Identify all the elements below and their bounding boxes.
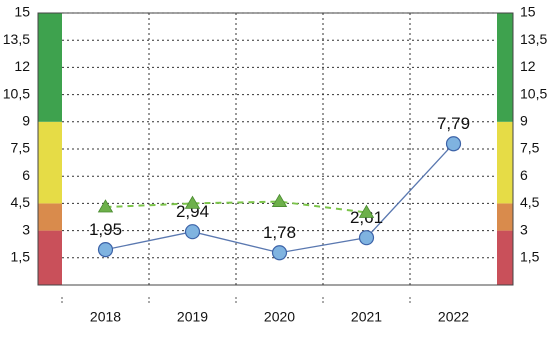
x-tick-label: 2022 bbox=[438, 309, 469, 325]
point bbox=[97, 242, 114, 258]
y-tick-label: 9 bbox=[22, 113, 30, 129]
y2-tick-label: 7,5 bbox=[520, 140, 540, 156]
band-left bbox=[38, 121, 62, 204]
x-tick-label: 2021 bbox=[351, 309, 382, 325]
value-label: 1,78 bbox=[263, 223, 296, 242]
y2-tick-label: 9 bbox=[520, 113, 528, 129]
band-left bbox=[38, 13, 62, 122]
y2-tick-label: 13,5 bbox=[520, 31, 547, 47]
y2-tick-label: 6 bbox=[520, 167, 528, 183]
y2-tick-label: 1,5 bbox=[520, 249, 540, 265]
point bbox=[271, 245, 288, 261]
y2-tick-label: 4,5 bbox=[520, 194, 540, 210]
point bbox=[271, 193, 288, 207]
y-tick-label: 4,5 bbox=[11, 194, 31, 210]
value-label: 7,79 bbox=[437, 114, 470, 133]
point bbox=[445, 136, 462, 152]
y-tick-label: 7,5 bbox=[11, 140, 31, 156]
y2-tick-label: 15 bbox=[520, 4, 536, 20]
y-tick-label: 10,5 bbox=[3, 85, 30, 101]
point bbox=[184, 224, 201, 240]
band-right bbox=[497, 121, 513, 204]
band-left bbox=[38, 230, 62, 285]
point bbox=[358, 204, 375, 218]
value-label: 1,95 bbox=[89, 220, 122, 239]
plot-frame bbox=[37, 12, 514, 286]
x-tick-label: 2019 bbox=[177, 309, 208, 325]
point bbox=[97, 199, 114, 213]
y-tick-label: 15 bbox=[14, 4, 30, 20]
y-tick-label: 12 bbox=[14, 58, 30, 74]
y-tick-label: 1,5 bbox=[11, 249, 31, 265]
y-tick-label: 13,5 bbox=[3, 31, 30, 47]
band-right bbox=[497, 203, 513, 231]
point bbox=[184, 195, 201, 209]
band-right bbox=[497, 230, 513, 285]
value-label: 2,94 bbox=[176, 202, 209, 221]
y-tick-label: 3 bbox=[22, 221, 30, 237]
y2-tick-label: 3 bbox=[520, 221, 528, 237]
band-right bbox=[497, 13, 513, 122]
x-tick-label: 2020 bbox=[264, 309, 295, 325]
y2-tick-label: 10,5 bbox=[520, 85, 547, 101]
y2-tick-label: 12 bbox=[520, 58, 536, 74]
point bbox=[358, 230, 375, 246]
x-tick-label: 2018 bbox=[90, 309, 121, 325]
y-tick-label: 6 bbox=[22, 167, 30, 183]
band-left bbox=[38, 203, 62, 231]
